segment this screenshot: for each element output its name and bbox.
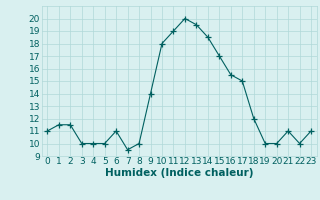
X-axis label: Humidex (Indice chaleur): Humidex (Indice chaleur) [105, 168, 253, 178]
